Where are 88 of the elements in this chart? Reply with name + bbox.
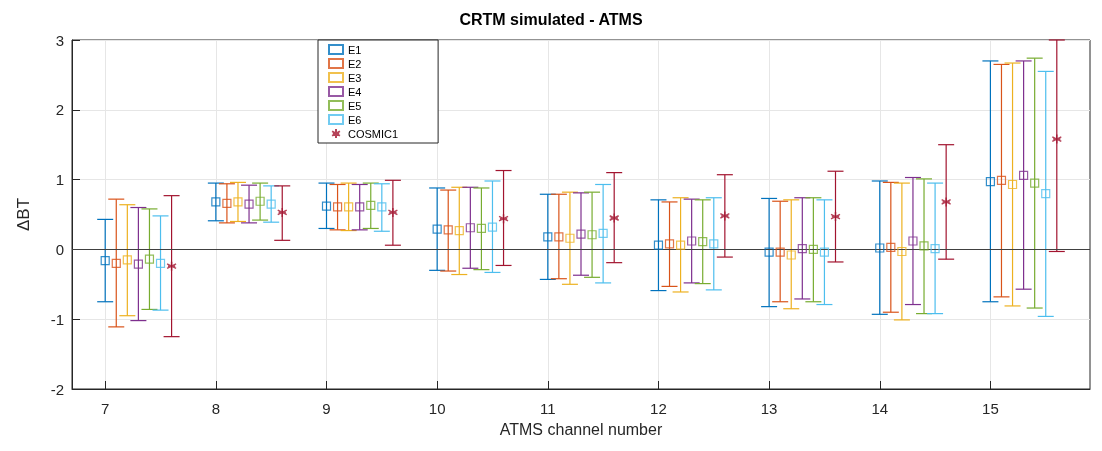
- chart-title: CRTM simulated - ATMS: [459, 10, 643, 28]
- point: [155, 258, 166, 268]
- point: [454, 225, 464, 236]
- point: [875, 243, 885, 253]
- point: [985, 177, 996, 187]
- x-axis-title: ATMS channel number: [499, 420, 663, 438]
- point: [1007, 179, 1018, 190]
- point: [276, 207, 288, 218]
- point: [487, 222, 498, 232]
- y-tick-label: -1: [50, 310, 64, 328]
- point: [355, 202, 365, 212]
- point: [332, 202, 343, 212]
- point: [432, 224, 442, 234]
- point: [255, 196, 265, 206]
- point: [443, 225, 453, 235]
- point: [786, 250, 796, 260]
- x-tick-label: 15: [982, 400, 999, 417]
- point: [930, 244, 940, 254]
- point: [886, 242, 896, 252]
- legend-label: E4: [348, 85, 362, 98]
- point: [111, 258, 121, 268]
- y-tick-label: 2: [55, 101, 64, 119]
- point: [1051, 133, 1063, 145]
- point: [687, 236, 697, 246]
- legend-label: E5: [348, 99, 362, 112]
- point: [565, 233, 575, 243]
- point: [465, 223, 475, 233]
- point: [211, 197, 221, 207]
- point: [144, 254, 155, 264]
- point: [1030, 178, 1040, 188]
- point: [100, 255, 110, 266]
- point: [244, 199, 254, 209]
- y-axis-title: ΔBT: [14, 197, 33, 232]
- x-tick-label: 14: [871, 400, 889, 417]
- x-tick-label: 8: [211, 400, 221, 417]
- point: [719, 210, 731, 222]
- point: [266, 199, 276, 209]
- legend-label: COSMIC1: [348, 127, 399, 140]
- point: [387, 207, 399, 218]
- point: [554, 232, 564, 242]
- legend-label: E3: [348, 71, 362, 84]
- y-tick-label: -2: [50, 380, 64, 398]
- point: [808, 244, 818, 254]
- point: [576, 229, 586, 239]
- point: [940, 196, 952, 208]
- point: [698, 237, 708, 247]
- point: [996, 175, 1007, 185]
- point: [608, 212, 620, 224]
- point: [587, 230, 597, 240]
- point: [133, 259, 143, 269]
- point: [1041, 188, 1051, 199]
- x-tick-label: 12: [650, 400, 667, 417]
- x-tick-label: 13: [760, 400, 778, 417]
- point: [321, 201, 332, 211]
- x-tick-label: 10: [428, 400, 446, 417]
- y-tick-label: 3: [55, 31, 64, 49]
- point: [797, 244, 807, 254]
- point: [543, 232, 553, 242]
- point: [344, 202, 354, 212]
- point: [919, 241, 929, 251]
- legend-label: E1: [348, 43, 362, 56]
- point: [819, 247, 830, 257]
- point: [598, 228, 608, 238]
- point: [233, 197, 243, 207]
- legend-label: E6: [348, 113, 362, 126]
- point: [709, 239, 719, 249]
- y-tick-label: 0: [55, 240, 64, 258]
- point: [1019, 170, 1029, 181]
- point: [664, 239, 675, 249]
- point: [675, 240, 686, 250]
- point: [222, 198, 232, 208]
- x-tick-label: 11: [540, 400, 556, 417]
- point: [166, 260, 177, 272]
- point: [377, 202, 387, 212]
- legend-label: E2: [348, 57, 362, 70]
- point: [775, 247, 785, 257]
- point: [653, 240, 664, 250]
- point: [897, 246, 907, 257]
- point: [764, 247, 774, 257]
- point: [498, 213, 509, 224]
- point: [122, 255, 132, 265]
- point: [830, 211, 841, 222]
- point: [908, 236, 918, 246]
- point: [476, 223, 487, 234]
- x-tick-label: 9: [322, 400, 331, 417]
- x-tick-label: 7: [101, 400, 110, 417]
- point: [366, 200, 376, 211]
- y-tick-label: 1: [55, 171, 64, 189]
